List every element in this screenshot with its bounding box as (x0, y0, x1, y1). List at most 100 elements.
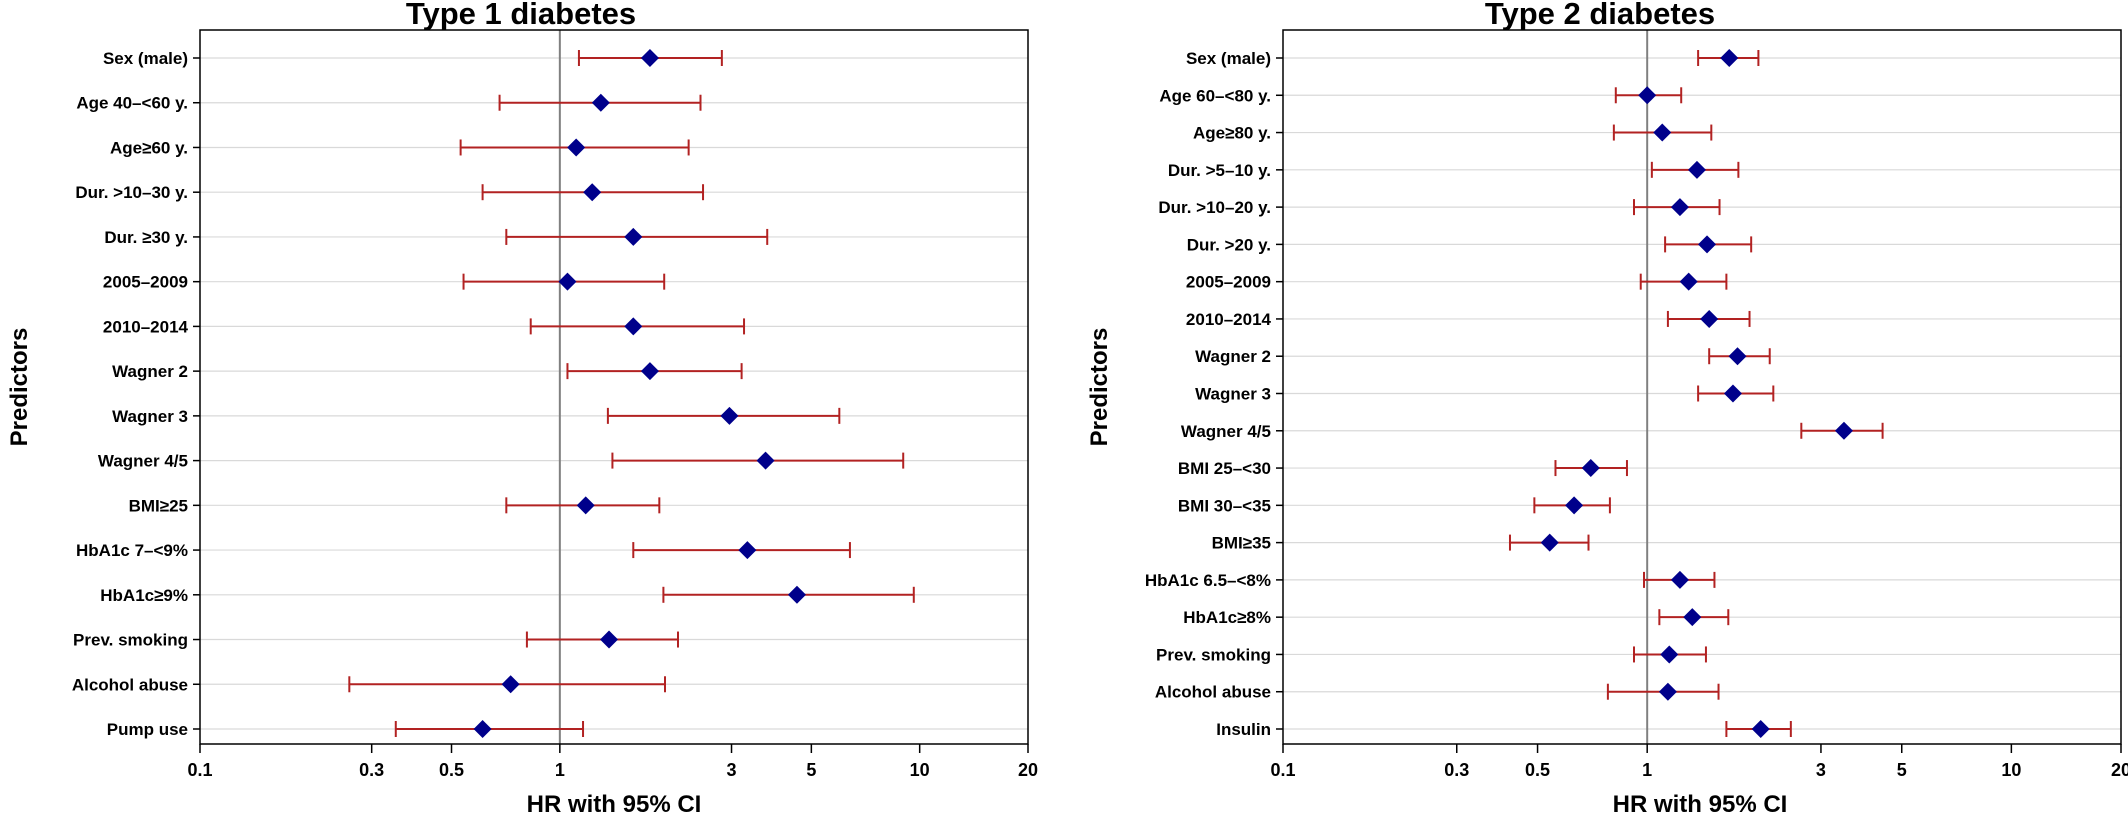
ci-group (462, 272, 666, 291)
predictor-label: Dur. >10–20 y. (1158, 198, 1271, 217)
ci-group (662, 585, 915, 604)
hr-marker (583, 183, 602, 202)
ci-group (481, 183, 705, 202)
ci-group (529, 317, 746, 336)
hr-marker (624, 317, 643, 336)
hr-marker (1540, 533, 1559, 552)
y-axis-label: Predictors (1086, 328, 1113, 447)
hr-marker (501, 675, 520, 694)
hr-marker (1751, 720, 1770, 738)
plot-frame (199, 29, 1029, 745)
ci-group (348, 675, 667, 694)
hr-marker (1834, 421, 1853, 440)
y-axis-label: Predictors (6, 328, 33, 447)
ci-group (611, 451, 905, 470)
chart-title: Type 2 diabetes (1485, 0, 1715, 31)
hr-marker (1720, 49, 1739, 67)
predictor-label: BMI 30–<35 (1178, 496, 1271, 515)
predictor-label: Wagner 2 (1195, 347, 1271, 366)
predictor-label: BMI≥25 (129, 496, 188, 515)
ci-group (525, 630, 680, 649)
ci-group (1612, 123, 1713, 142)
predictor-label: HbA1c 7–<9% (76, 541, 188, 560)
hr-marker (1698, 235, 1717, 254)
x-tick-label: 20 (1018, 760, 1038, 780)
x-tick-label: 1 (1642, 760, 1652, 780)
predictor-label: Wagner 3 (112, 407, 188, 426)
hr-marker (1700, 309, 1719, 328)
predictor-label: 2005–2009 (103, 273, 188, 292)
x-tick-label: 1 (555, 760, 565, 780)
predictor-label: Age 60–<80 y. (1159, 86, 1271, 105)
x-tick-label: 3 (1816, 760, 1826, 780)
plot-frame (1282, 29, 2122, 745)
hr-marker (600, 630, 619, 649)
hr-marker (1653, 123, 1672, 142)
ci-group (1606, 682, 1720, 701)
chart-panel-1: Type 1 diabetes Predictors Sex (male) Age 4… (6, 0, 1038, 818)
ci-group (1650, 160, 1740, 179)
ci-group (1632, 198, 1721, 217)
x-tick-label: 10 (910, 760, 930, 780)
predictor-label: Dur. >20 y. (1187, 235, 1271, 254)
chart-title: Type 1 diabetes (406, 0, 636, 31)
hr-marker (640, 362, 659, 381)
x-tick-label: 0.3 (1444, 760, 1469, 780)
ci-group (1614, 86, 1683, 105)
x-tick-label: 20 (2111, 760, 2128, 780)
hr-marker (1728, 347, 1747, 366)
hr-marker (1638, 86, 1657, 105)
predictor-label: Sex (male) (103, 49, 188, 68)
hr-marker (624, 227, 643, 246)
hr-marker (1660, 645, 1679, 664)
predictor-label: Insulin (1216, 720, 1271, 739)
hr-marker (558, 272, 577, 291)
hr-marker (787, 585, 806, 604)
predictor-label: Wagner 2 (112, 362, 188, 381)
ci-group (1639, 272, 1728, 291)
hr-marker (1565, 496, 1584, 515)
predictor-label: HbA1c≥8% (1183, 608, 1271, 627)
predictor-label: Dur. >5–10 y. (1168, 161, 1271, 180)
ci-group (1800, 421, 1884, 440)
predictor-label: Prev. smoking (1156, 645, 1271, 664)
hr-marker (1679, 272, 1698, 291)
hr-marker (1670, 198, 1689, 217)
x-axis-label: HR with 95% CI (527, 791, 702, 817)
ci-group (1697, 384, 1775, 403)
hr-marker (576, 496, 595, 515)
hr-marker (473, 720, 492, 738)
predictor-label: Wagner 4/5 (1181, 422, 1271, 441)
x-tick-label: 10 (2001, 760, 2021, 780)
x-tick-label: 0.5 (439, 760, 464, 780)
predictor-label: Dur. ≥30 y. (104, 228, 188, 247)
predictor-label: 2010–2014 (103, 317, 189, 336)
ci-group (566, 362, 743, 381)
hr-marker (1683, 608, 1702, 627)
ci-group (1664, 235, 1753, 254)
ci-group (606, 406, 841, 425)
ci-group (632, 541, 851, 560)
ci-group (1554, 459, 1628, 478)
x-tick-label: 0.1 (1270, 760, 1295, 780)
predictor-label: Alcohol abuse (72, 675, 188, 694)
x-tick-label: 3 (727, 760, 737, 780)
ci-group (1697, 49, 1760, 67)
predictor-label: Prev. smoking (73, 631, 188, 650)
hr-marker (738, 541, 757, 560)
hr-marker (1658, 682, 1677, 701)
ci-group (577, 49, 723, 67)
ci-group (1632, 645, 1707, 664)
hr-marker (1687, 160, 1706, 179)
predictor-label: Age≥80 y. (1193, 124, 1271, 143)
hr-marker (756, 451, 775, 470)
predictor-label: HbA1c 6.5–<8% (1145, 571, 1271, 590)
x-axis-label: HR with 95% CI (1613, 791, 1788, 817)
ci-group (1508, 533, 1590, 552)
predictor-label: Wagner 3 (1195, 385, 1271, 404)
predictor-label: 2005–2009 (1186, 273, 1271, 292)
predictor-label: BMI≥35 (1212, 534, 1271, 553)
predictor-label: Alcohol abuse (1155, 683, 1271, 702)
